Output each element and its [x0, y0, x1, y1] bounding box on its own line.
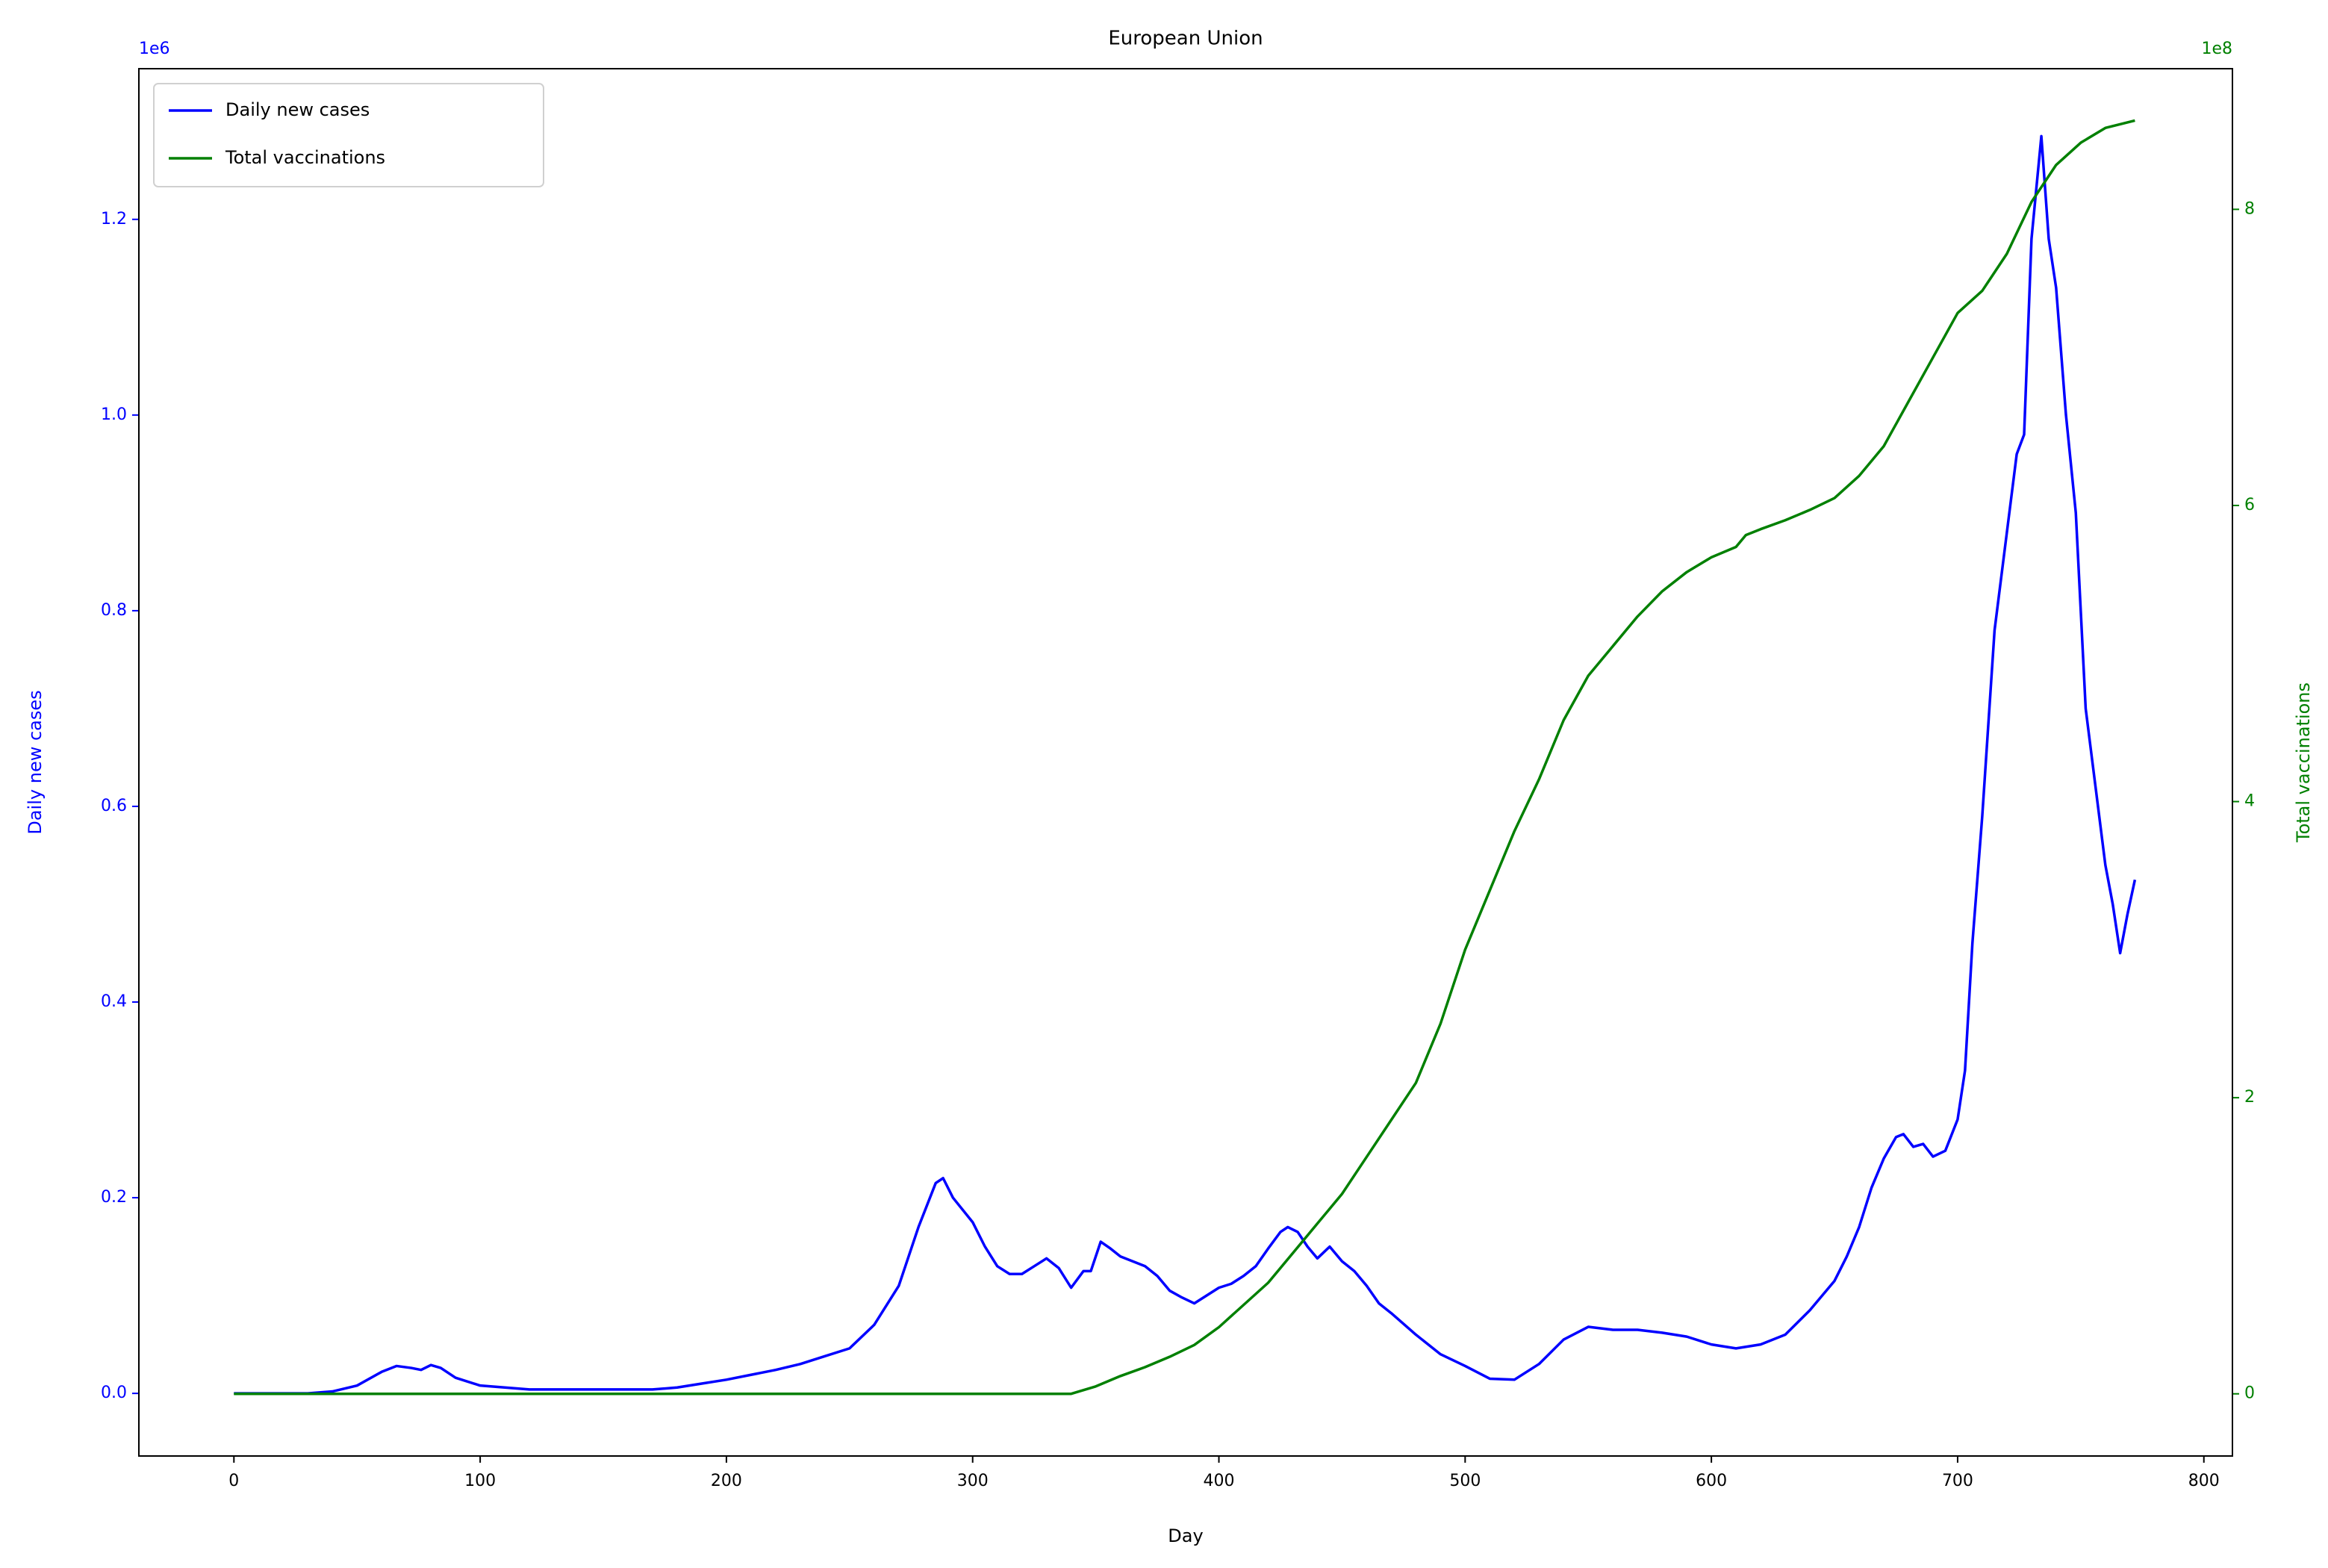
y-tick-label: 1.0: [101, 405, 127, 424]
chart-title: European Union: [1108, 28, 1263, 50]
y2-tick-label: 8: [2244, 199, 2255, 218]
x-tick-label: 0: [228, 1472, 239, 1490]
x-tick-label: 300: [957, 1472, 989, 1490]
x-tick-label: 100: [464, 1472, 496, 1490]
legend-box: [153, 83, 544, 187]
y2-tick-label: 4: [2244, 792, 2255, 811]
series-line: [234, 119, 2135, 1396]
x-tick-label: 800: [2188, 1472, 2220, 1490]
x-tick-label: 500: [1449, 1472, 1481, 1490]
y-tick-label: 0.6: [101, 797, 127, 815]
x-tick-label: 600: [1696, 1472, 1727, 1490]
y-axis-label: Daily new cases: [25, 690, 46, 834]
y2-tick-label: 6: [2244, 496, 2255, 514]
x-tick-label: 700: [1942, 1472, 1973, 1490]
x-axis-label: Day: [1168, 1525, 1203, 1546]
y-offset-label: 1e6: [139, 40, 170, 58]
y-tick-label: 0.4: [101, 992, 127, 1011]
y-tick-label: 0.0: [101, 1384, 127, 1402]
plot-frame: [138, 68, 2233, 1457]
y-tick-label: 0.8: [101, 601, 127, 620]
legend-label: Daily new cases: [225, 99, 370, 120]
legend-label: Total vaccinations: [225, 147, 385, 168]
x-tick-label: 400: [1204, 1472, 1235, 1490]
y2-tick-label: 2: [2244, 1088, 2255, 1107]
y-tick-label: 1.2: [101, 210, 127, 228]
y-tick-label: 0.2: [101, 1188, 127, 1207]
y2-axis-label: Total vaccinations: [2293, 682, 2314, 843]
y2-tick-label: 0: [2244, 1384, 2255, 1403]
y2-offset-label: 1e8: [2201, 40, 2232, 58]
x-tick-label: 200: [711, 1472, 742, 1490]
series-line: [234, 134, 2137, 1395]
